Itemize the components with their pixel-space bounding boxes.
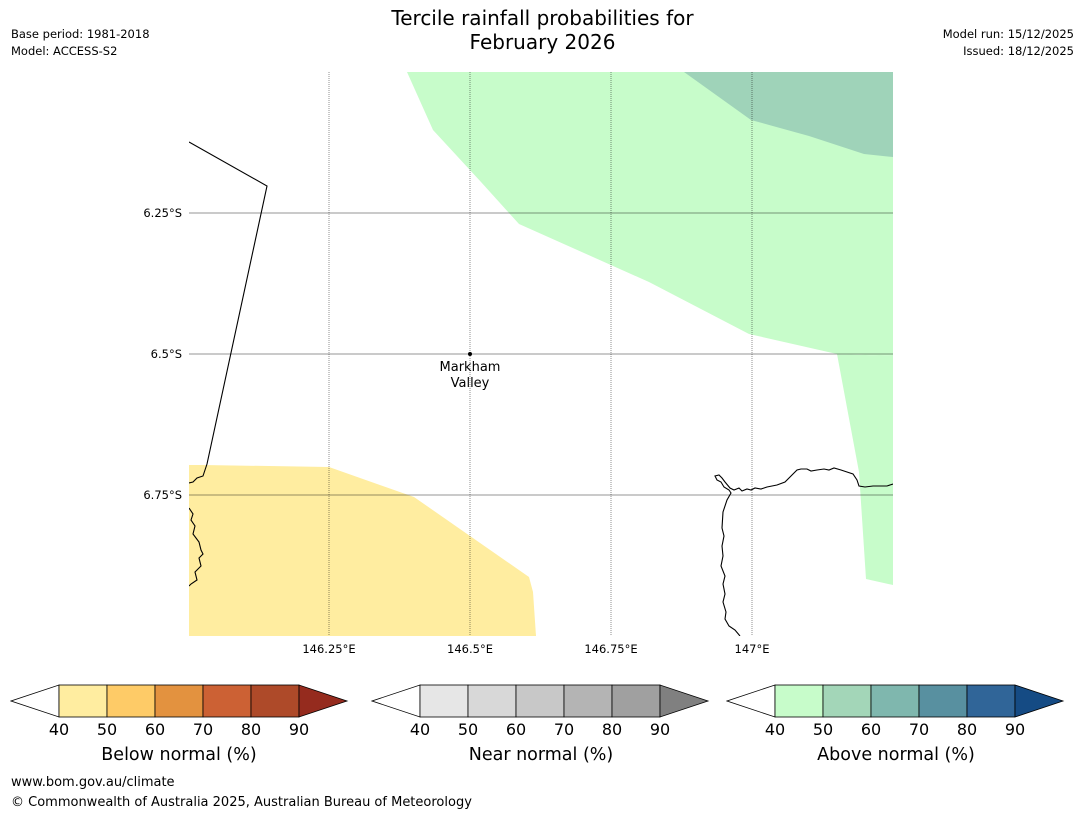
lat-label-6-5: 6.5°S — [150, 347, 182, 361]
colorbar-below-ticks: 40 50 60 70 80 90 — [10, 720, 350, 739]
colorbar-tick-label: 80 — [240, 720, 262, 739]
colorbar-swatch — [419, 684, 469, 718]
lon-label-146-75: 146.75°E — [584, 642, 638, 656]
colorbar-below-swatches — [10, 684, 349, 718]
colorbar-over-triangle — [298, 684, 349, 718]
lon-label-147: 147°E — [734, 642, 770, 656]
model-name: Model: ACCESS-S2 — [11, 44, 118, 58]
colorbar-swatch — [58, 684, 108, 718]
coastline-west — [189, 507, 204, 587]
title-line-2: February 2026 — [469, 30, 616, 54]
colorbar-tick-label: 40 — [409, 720, 431, 739]
above-normal-50-60-region — [684, 72, 893, 157]
colorbar-tick-label: 40 — [48, 720, 70, 739]
colorbar-tick-label: 80 — [956, 720, 978, 739]
issued-date: Issued: 18/12/2025 — [963, 44, 1074, 58]
colorbar-swatch — [467, 684, 517, 718]
colorbar-tick-label: 90 — [1004, 720, 1026, 739]
colorbar-tick-label: 70 — [908, 720, 930, 739]
markham-valley-marker — [468, 352, 472, 356]
colorbar-tick-label: 70 — [553, 720, 575, 739]
colorbar-tick-label: 60 — [505, 720, 527, 739]
model-run: Model run: 15/12/2025 — [942, 27, 1074, 41]
colorbar-above-ticks: 40 50 60 70 80 90 — [726, 720, 1066, 739]
colorbar-swatch — [870, 684, 920, 718]
colorbar-above-swatches — [726, 684, 1065, 718]
colorbar-tick-label: 80 — [601, 720, 623, 739]
colorbar-swatch — [106, 684, 156, 718]
colorbar-swatch — [611, 684, 661, 718]
coastline-east — [714, 467, 893, 636]
colorbar-swatch — [563, 684, 613, 718]
colorbar-swatch — [966, 684, 1016, 718]
colorbar-near-swatches — [371, 684, 710, 718]
grid-lines — [189, 72, 893, 636]
colorbar-tick-label: 60 — [144, 720, 166, 739]
colorbar-over-triangle — [1014, 684, 1065, 718]
colorbar-tick-label: 90 — [288, 720, 310, 739]
place-name-line-1: Markham — [439, 360, 501, 375]
colorbar-swatch — [250, 684, 300, 718]
place-label-markham-valley: Markham Valley — [410, 360, 530, 392]
colorbar-swatch — [822, 684, 872, 718]
colorbar-tick-label: 50 — [96, 720, 118, 739]
above-normal-40-50-region-north — [407, 72, 893, 356]
below-normal-40-50-region — [189, 465, 536, 636]
colorbar-tick-label: 50 — [457, 720, 479, 739]
map-title: Tercile rainfall probabilities for Febru… — [0, 6, 1085, 54]
meta-right: Model run: 15/12/2025 Issued: 18/12/2025 — [943, 26, 1074, 60]
colorbar-tick-label: 70 — [192, 720, 214, 739]
colorbar-under-triangle — [726, 684, 776, 718]
colorbar-swatch — [515, 684, 565, 718]
colorbar-tick-label: 60 — [860, 720, 882, 739]
lat-label-6-25: 6.25°S — [143, 206, 182, 220]
boundaries — [189, 141, 893, 636]
colorbar-swatch — [154, 684, 204, 718]
colorbar-over-triangle — [659, 684, 710, 718]
colorbar-tick-label: 40 — [764, 720, 786, 739]
map-plot — [189, 72, 893, 636]
footer-copyright: © Commonwealth of Australia 2025, Austra… — [11, 795, 472, 810]
colorbar-swatch — [918, 684, 968, 718]
colorbar-tick-label: 50 — [812, 720, 834, 739]
above-normal-40-50-region-east — [837, 354, 893, 585]
meta-left: Base period: 1981-2018 Model: ACCESS-S2 — [11, 26, 150, 60]
colorbar-tick-label: 90 — [649, 720, 671, 739]
colorbar-swatch — [774, 684, 824, 718]
colorbar-above-label: Above normal (%) — [817, 745, 975, 765]
lat-label-6-75: 6.75°S — [143, 488, 182, 502]
lon-label-146-5: 146.5°E — [447, 642, 493, 656]
colorbar-below-label: Below normal (%) — [101, 745, 257, 765]
colorbar-under-triangle — [371, 684, 421, 718]
province-boundary — [189, 141, 268, 484]
base-period: Base period: 1981-2018 — [11, 27, 150, 41]
colorbar-under-triangle — [10, 684, 60, 718]
place-name-line-2: Valley — [450, 376, 490, 391]
lon-label-146-25: 146.25°E — [302, 642, 356, 656]
colorbar-near-ticks: 40 50 60 70 80 90 — [371, 720, 711, 739]
colorbar-swatch — [202, 684, 252, 718]
footer-url[interactable]: www.bom.gov.au/climate — [11, 775, 175, 790]
title-line-1: Tercile rainfall probabilities for — [391, 6, 694, 30]
colorbar-near-label: Near normal (%) — [468, 745, 614, 765]
